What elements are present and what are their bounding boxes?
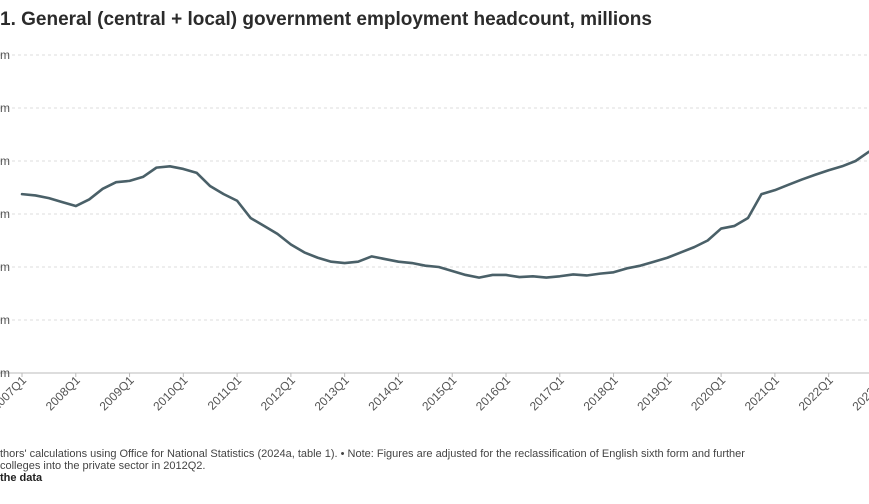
source-note: thors' calculations using Office for Nat… [0,448,745,460]
x-tick-label: 2008Q1 [43,373,83,413]
x-tick-label: 2017Q1 [527,373,567,413]
x-tick-label: 2009Q1 [97,373,137,413]
y-tick-label: m [0,366,10,380]
x-tick-label: 2015Q1 [419,373,459,413]
y-tick-label: m [0,313,10,327]
chart-title: 1. General (central + local) government … [0,9,652,30]
x-tick-label: 2019Q1 [634,373,674,413]
x-tick-label: 2011Q1 [205,373,245,413]
y-tick-label: m [0,48,10,62]
x-tick-label: 2018Q1 [581,373,621,413]
x-tick-label: 2012Q1 [258,373,298,413]
x-tick-label: 2022Q1 [796,373,836,413]
x-tick-label: 2021Q1 [742,373,782,413]
y-tick-label: m [0,260,10,274]
x-tick-label: 2023Q1 [849,373,869,413]
x-tick-label: 2010Q1 [150,373,190,413]
y-tick-label: m [0,207,10,221]
x-tick-label: 2020Q1 [688,373,728,413]
y-axis-ticks: m m m m m m m [0,48,10,380]
x-tick-label: 2016Q1 [473,373,513,413]
gridlines [0,54,869,374]
x-tick-label: 2013Q1 [312,373,352,413]
x-axis-ticks: 2007Q1 2008Q1 2009Q1 2010Q1 2011Q1 2012Q1 2013… [0,373,869,413]
source-note-continued: colleges into the private sector in 2012… [0,460,206,472]
y-tick-label: m [0,154,10,168]
get-the-data-link[interactable]: the data [0,472,43,484]
series-line [20,150,869,279]
y-tick-label: m [0,101,10,115]
series-lines [20,150,869,279]
x-tick-label: 2014Q1 [365,373,405,413]
chart-footer: thors' calculations using Office for Nat… [0,448,869,484]
